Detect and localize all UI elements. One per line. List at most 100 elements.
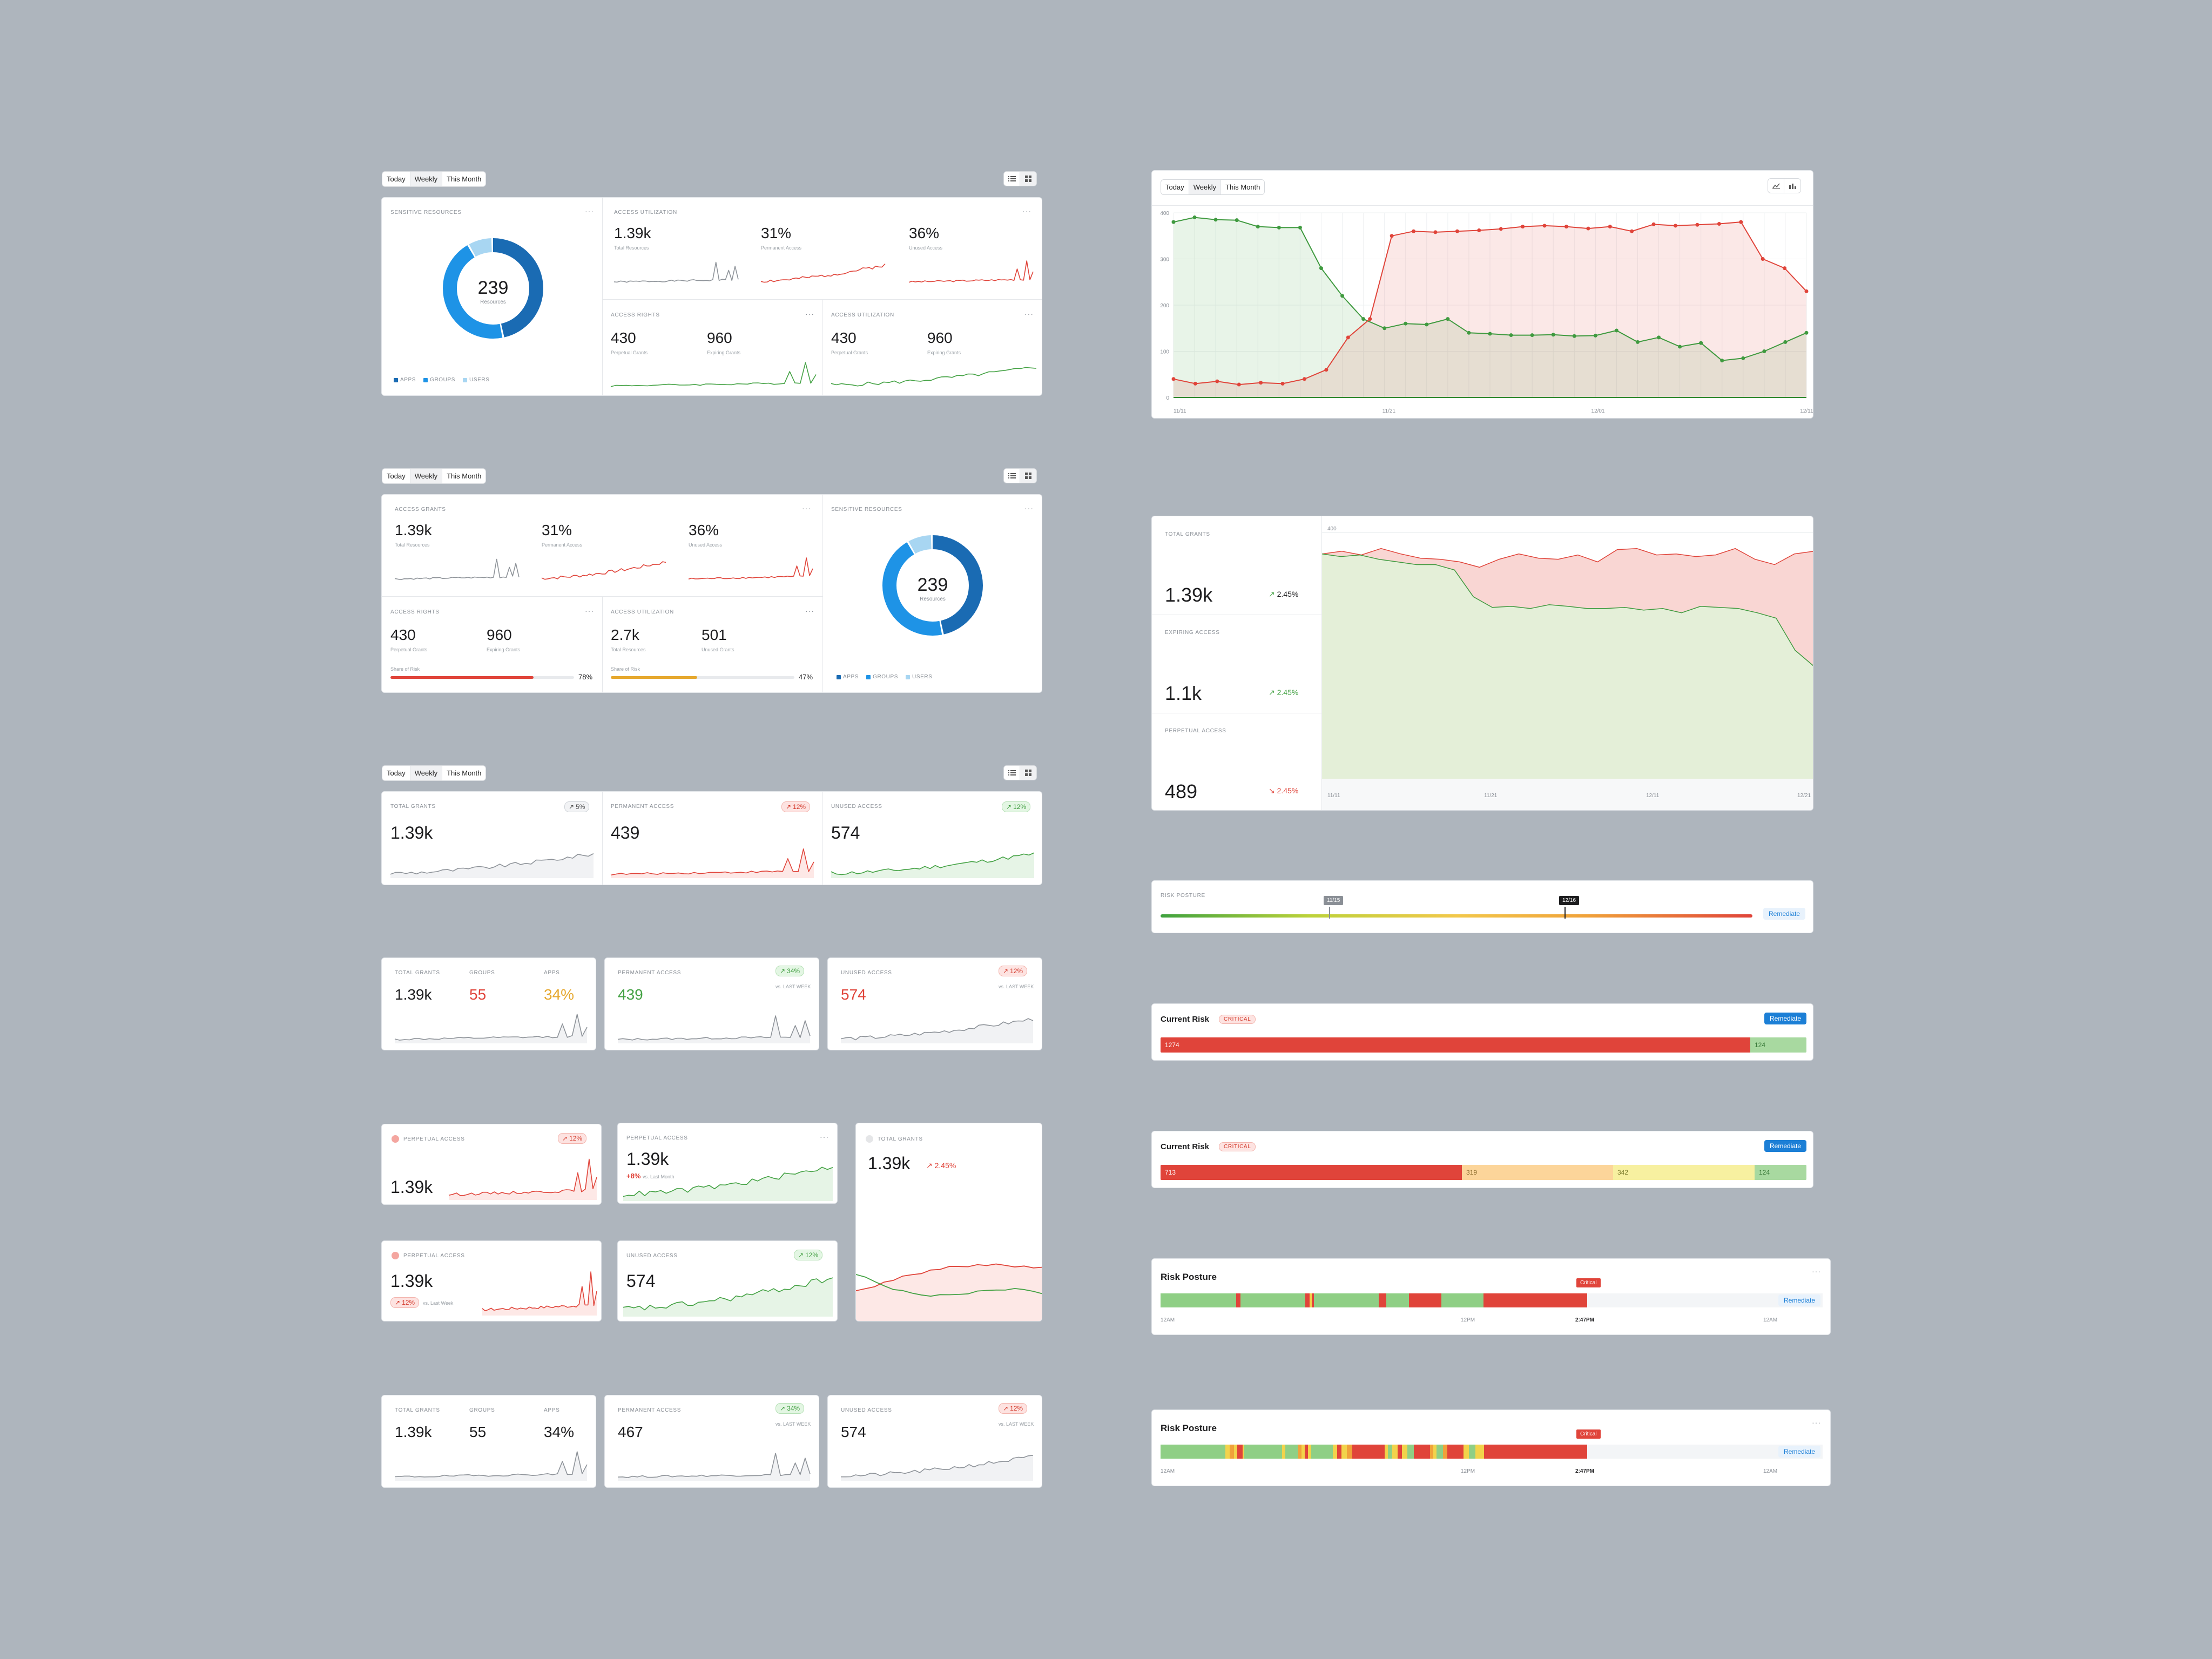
timeline-segment [1407, 1445, 1414, 1459]
data-point [1256, 225, 1260, 229]
grants-permanent-sub: Permanent Access [542, 542, 583, 548]
more-icon[interactable]: ··· [1024, 504, 1034, 512]
remediate-button[interactable]: Remediate [1763, 908, 1806, 920]
tab-this-month[interactable]: This Month [447, 472, 482, 480]
current-risk-title: Current Risk [1161, 1142, 1210, 1151]
tab-today[interactable]: Today [382, 172, 410, 186]
tab-today[interactable]: Today [382, 766, 410, 780]
grants-label: ACCESS GRANTS [395, 507, 446, 512]
widget-permanent-4: PERMANENT ACCESS ↗ 34% vs. LAST WEEK 439 [604, 957, 819, 1050]
sensitive-value: 239 [917, 575, 948, 595]
more-icon[interactable]: ··· [1022, 207, 1031, 215]
trend-badge: ↗ 5% [564, 801, 590, 812]
data-point [1720, 359, 1724, 363]
line-chart-button[interactable] [1768, 179, 1784, 193]
status-dot-icon [392, 1252, 399, 1259]
more-icon[interactable]: ··· [805, 309, 814, 318]
bar-chart-button[interactable] [1784, 179, 1800, 193]
trend-down-icon: ↘ [1269, 786, 1275, 795]
more-icon[interactable]: ··· [802, 504, 811, 512]
more-icon[interactable]: ··· [585, 207, 594, 215]
perpetual-label: PERPETUAL ACCESS [403, 1253, 465, 1259]
timeline-segment [1430, 1445, 1433, 1459]
tab-this-month[interactable]: This Month [447, 175, 482, 183]
remediate-button[interactable]: Remediate [1778, 1446, 1821, 1458]
series-line [1173, 221, 1807, 386]
util-total-sub: Total Resources [611, 647, 646, 652]
more-icon[interactable]: ··· [820, 1132, 829, 1141]
risk-bar: 713 319 342 124 [1161, 1165, 1806, 1180]
sparkline-area [831, 853, 1034, 878]
grants-total-value: 1.39k [395, 522, 432, 538]
data-point [1171, 377, 1176, 381]
timeline-segment [1285, 1445, 1298, 1459]
tab-weekly[interactable]: Weekly [1189, 180, 1222, 194]
sparkline [831, 367, 1037, 387]
timeline-bar [1161, 1293, 1587, 1307]
tab-weekly[interactable]: Weekly [410, 172, 443, 186]
metric-label: EXPIRING ACCESS [1165, 630, 1220, 636]
tab-this-month[interactable]: This Month [1225, 183, 1260, 191]
vs-last-week: vs. LAST WEEK [999, 1421, 1034, 1427]
timeline-segment [1305, 1445, 1308, 1459]
widget-unused-4: UNUSED ACCESS ↗ 12% vs. LAST WEEK 574 [827, 957, 1042, 1050]
total-grants-value: 1.39k [395, 986, 432, 1003]
vs-last-week: vs. LAST WEEK [775, 1421, 811, 1427]
permanent-label: PERMANENT ACCESS [618, 970, 682, 976]
list-view-button[interactable] [1004, 172, 1020, 186]
timeline-segment [1225, 1445, 1230, 1459]
vs-last-week: vs. LAST WEEK [999, 984, 1034, 989]
series-area [1174, 222, 1806, 397]
list-view-button[interactable] [1004, 766, 1020, 780]
sparkline [831, 852, 1035, 878]
util2-perpetual-sub: Perpetual Grants [831, 350, 868, 355]
more-icon[interactable]: ··· [1812, 1418, 1821, 1427]
tab-this-month[interactable]: This Month [447, 769, 482, 777]
critical-marker[interactable]: Critical [1576, 1429, 1601, 1439]
marker-past[interactable]: 11/15 [1324, 896, 1344, 905]
more-icon[interactable]: ··· [1812, 1267, 1821, 1276]
data-point [1390, 234, 1394, 238]
sparkline-line [613, 261, 739, 283]
sparkline [448, 1158, 597, 1200]
total-grants-value: 1.39k [868, 1154, 911, 1173]
remediate-button[interactable]: Remediate [1764, 1140, 1807, 1152]
remediate-button[interactable]: Remediate [1778, 1294, 1821, 1306]
sensitive-label: SENSITIVE RESOURCES [831, 507, 902, 512]
tab-weekly[interactable]: Weekly [410, 766, 443, 780]
sparkline-line [840, 1018, 1034, 1041]
data-point [1259, 381, 1263, 385]
remediate-button[interactable]: Remediate [1764, 1013, 1807, 1024]
tab-today[interactable]: Today [1161, 180, 1189, 194]
more-icon[interactable]: ··· [585, 606, 594, 615]
list-view-button[interactable] [1004, 469, 1020, 483]
unused-label: UNUSED ACCESS [841, 1407, 892, 1413]
data-point [1761, 257, 1765, 261]
current-risk-card-2: Current Risk CRITICAL Remediate 713 319 … [1151, 1131, 1813, 1188]
sparkline-line [394, 1014, 588, 1041]
unused-label: UNUSED ACCESS [831, 804, 882, 810]
risk-segment-medium: 342 [1613, 1165, 1755, 1180]
more-icon[interactable]: ··· [1024, 309, 1034, 318]
metric-trend: ↗ 2.45% [1269, 688, 1299, 697]
util-unused-sub: Unused Grants [702, 647, 734, 652]
data-point [1608, 225, 1612, 229]
marker-current[interactable]: 12/16 [1559, 896, 1580, 905]
tab-today[interactable]: Today [382, 469, 410, 483]
donut-segment [882, 535, 983, 636]
timeline-segment [1386, 1293, 1409, 1307]
grid-view-button[interactable] [1020, 766, 1036, 780]
grants-unused-value: 36% [689, 522, 719, 538]
grid-view-button[interactable] [1020, 172, 1036, 186]
grid-view-button[interactable] [1020, 469, 1036, 483]
critical-marker[interactable]: Critical [1576, 1278, 1601, 1287]
series-line [1322, 548, 1813, 568]
chart-type-toggle [1768, 178, 1801, 193]
more-icon[interactable]: ··· [805, 606, 814, 615]
vs-last-week: vs. Last Week [423, 1300, 454, 1306]
series-line [856, 1263, 1042, 1291]
data-point [1368, 317, 1372, 321]
data-point [1783, 340, 1788, 344]
metric-value: 1.1k [1165, 682, 1202, 704]
tab-weekly[interactable]: Weekly [410, 469, 443, 483]
